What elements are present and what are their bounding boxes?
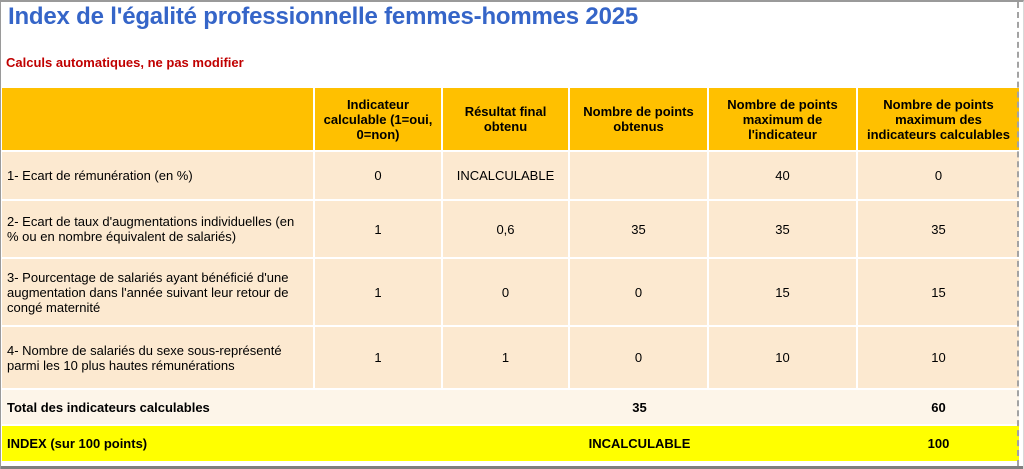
cell-points-max-calculables[interactable]: 10 [858,327,1019,388]
cell-resultat[interactable]: 1 [443,327,568,388]
cell-points-obtenus[interactable]: 0 [570,259,707,325]
page-title: Index de l'égalité professionnelle femme… [8,3,639,30]
cell-index-empty-1[interactable] [315,426,443,461]
warning-note: Calculs automatiques, ne pas modifier [6,55,244,70]
cell-resultat[interactable]: 0 [443,259,568,325]
header-indicateur-calculable[interactable]: Indicateur calculable (1=oui, 0=non) [315,88,441,150]
cell-points-obtenus[interactable]: 0 [570,327,707,388]
cell-points-max-indicateur[interactable]: 15 [709,259,856,325]
cell-points-max-calculables[interactable]: 35 [858,201,1019,257]
cell-points-obtenus[interactable] [570,152,707,199]
cell-calculable[interactable]: 1 [315,201,441,257]
cell-points-max-indicateur[interactable]: 35 [709,201,856,257]
bottom-window-border [1,466,1023,469]
cell-total-points-obtenus[interactable]: 35 [632,399,647,415]
cell-calculable[interactable]: 1 [315,259,441,325]
cell-index-empty-3[interactable] [709,426,858,461]
table-row-indicateur-2: 2- Ecart de taux d'augmentations individ… [2,201,1019,257]
cell-calculable[interactable]: 0 [315,152,441,199]
cell-total-empty-1[interactable] [315,390,443,424]
cell-index-result[interactable]: INCALCULABLE [588,436,691,451]
header-resultat-final[interactable]: Résultat final obtenu [443,88,568,150]
cell-label[interactable]: 4- Nombre de salariés du sexe sous-repré… [2,327,313,388]
table-header-row: Indicateur calculable (1=oui, 0=non) Rés… [2,88,1019,150]
cell-index-points-max[interactable]: 100 [927,436,950,451]
cell-total-empty-3[interactable] [709,390,858,424]
cell-resultat[interactable]: INCALCULABLE [443,152,568,199]
table-row-indicateur-1: 1- Ecart de rémunération (en %) 0 INCALC… [2,152,1019,199]
page-break-dashed-line [1017,2,1019,466]
cell-points-max-calculables[interactable]: 0 [858,152,1019,199]
cell-points-obtenus[interactable]: 35 [570,201,707,257]
table-row-total: Total des indicateurs calculables 35 60 [2,390,1019,424]
cell-points-max-calculables[interactable]: 15 [858,259,1019,325]
index-table: Indicateur calculable (1=oui, 0=non) Rés… [2,88,1019,463]
header-points-max-indicateur[interactable]: Nombre de points maximum de l'indicateur [709,88,856,150]
header-points-obtenus[interactable]: Nombre de points obtenus [570,88,707,150]
cell-label[interactable]: 3- Pourcentage de salariés ayant bénéfic… [2,259,313,325]
cell-label[interactable]: 2- Ecart de taux d'augmentations individ… [2,201,313,257]
cell-calculable[interactable]: 1 [315,327,441,388]
cell-total-points-max-calculables[interactable]: 60 [931,399,946,415]
cell-points-max-indicateur[interactable]: 10 [709,327,856,388]
table-row-index: INDEX (sur 100 points) INCALCULABLE 100 [2,426,1019,461]
cell-points-max-indicateur[interactable]: 40 [709,152,856,199]
header-empty-cell[interactable] [2,88,313,150]
header-points-max-calculables[interactable]: Nombre de points maximum des indicateurs… [858,88,1019,150]
cell-label[interactable]: 1- Ecart de rémunération (en %) [2,152,313,199]
table-row-indicateur-3: 3- Pourcentage de salariés ayant bénéfic… [2,259,1019,325]
cell-index-empty-2[interactable] [443,426,570,461]
cell-index-label[interactable]: INDEX (sur 100 points) [7,436,148,451]
cell-total-empty-2[interactable] [443,390,570,424]
cell-total-label[interactable]: Total des indicateurs calculables [7,399,210,415]
cell-resultat[interactable]: 0,6 [443,201,568,257]
table-row-indicateur-4: 4- Nombre de salariés du sexe sous-repré… [2,327,1019,388]
